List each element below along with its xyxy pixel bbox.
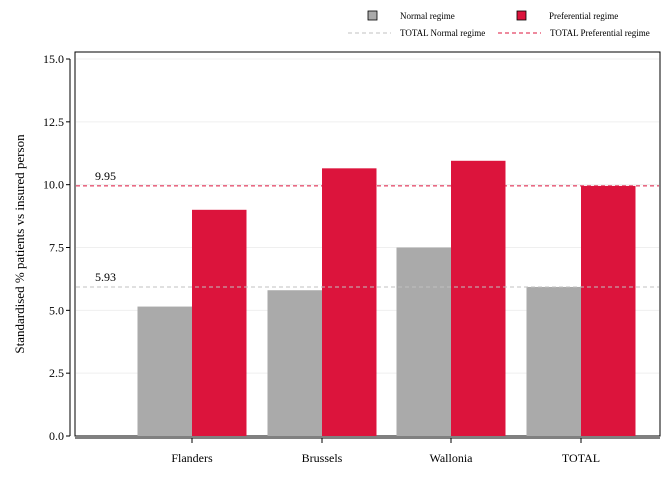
y-tick-label: 0.0 <box>49 429 64 443</box>
legend-label-normal: Normal regime <box>400 11 455 21</box>
preferential-regime-bar-total <box>581 185 636 436</box>
total-preferential-reference-label: 9.95 <box>95 169 116 183</box>
chart-legend: Normal regime Preferential regime TOTAL No… <box>348 10 650 38</box>
normal-regime-bar-wallonia <box>396 247 451 436</box>
y-tick-label: 7.5 <box>49 241 64 255</box>
y-axis: 0.0 2.5 5.0 7.5 10.0 12.5 15.0 <box>43 52 71 443</box>
x-tick-label: TOTAL <box>562 451 600 465</box>
x-axis: Flanders Brussels Wallonia TOTAL <box>75 437 660 465</box>
legend-swatch-normal <box>367 10 378 21</box>
bars <box>137 160 636 437</box>
normal-regime-bar-total <box>526 286 581 436</box>
reference-lines: 5.93 9.95 <box>76 169 659 288</box>
preferential-regime-bar-brussels <box>322 168 377 436</box>
y-axis-label: Standardised % patients vs insured perso… <box>12 134 27 354</box>
y-tick-label: 5.0 <box>49 303 64 317</box>
legend-label-preferential: Preferential regime <box>549 11 618 21</box>
y-tick-label: 12.5 <box>43 115 64 129</box>
normal-regime-bar-brussels <box>267 290 322 436</box>
x-tick-label: Wallonia <box>429 451 473 465</box>
y-tick-label: 15.0 <box>43 52 64 66</box>
normal-regime-bar-flanders <box>137 306 192 436</box>
total-normal-reference-label: 5.93 <box>95 270 116 284</box>
y-tick-label: 10.0 <box>43 178 64 192</box>
x-tick-label: Brussels <box>302 451 343 465</box>
legend-swatch-preferential <box>516 10 527 21</box>
legend-label-total-preferential: TOTAL Preferential regime <box>550 28 650 38</box>
preferential-regime-bar-wallonia <box>451 160 506 437</box>
preferential-regime-bar-flanders <box>192 209 247 436</box>
x-tick-label: Flanders <box>171 451 213 465</box>
y-tick-label: 2.5 <box>49 366 64 380</box>
legend-label-total-normal: TOTAL Normal regime <box>400 28 485 38</box>
